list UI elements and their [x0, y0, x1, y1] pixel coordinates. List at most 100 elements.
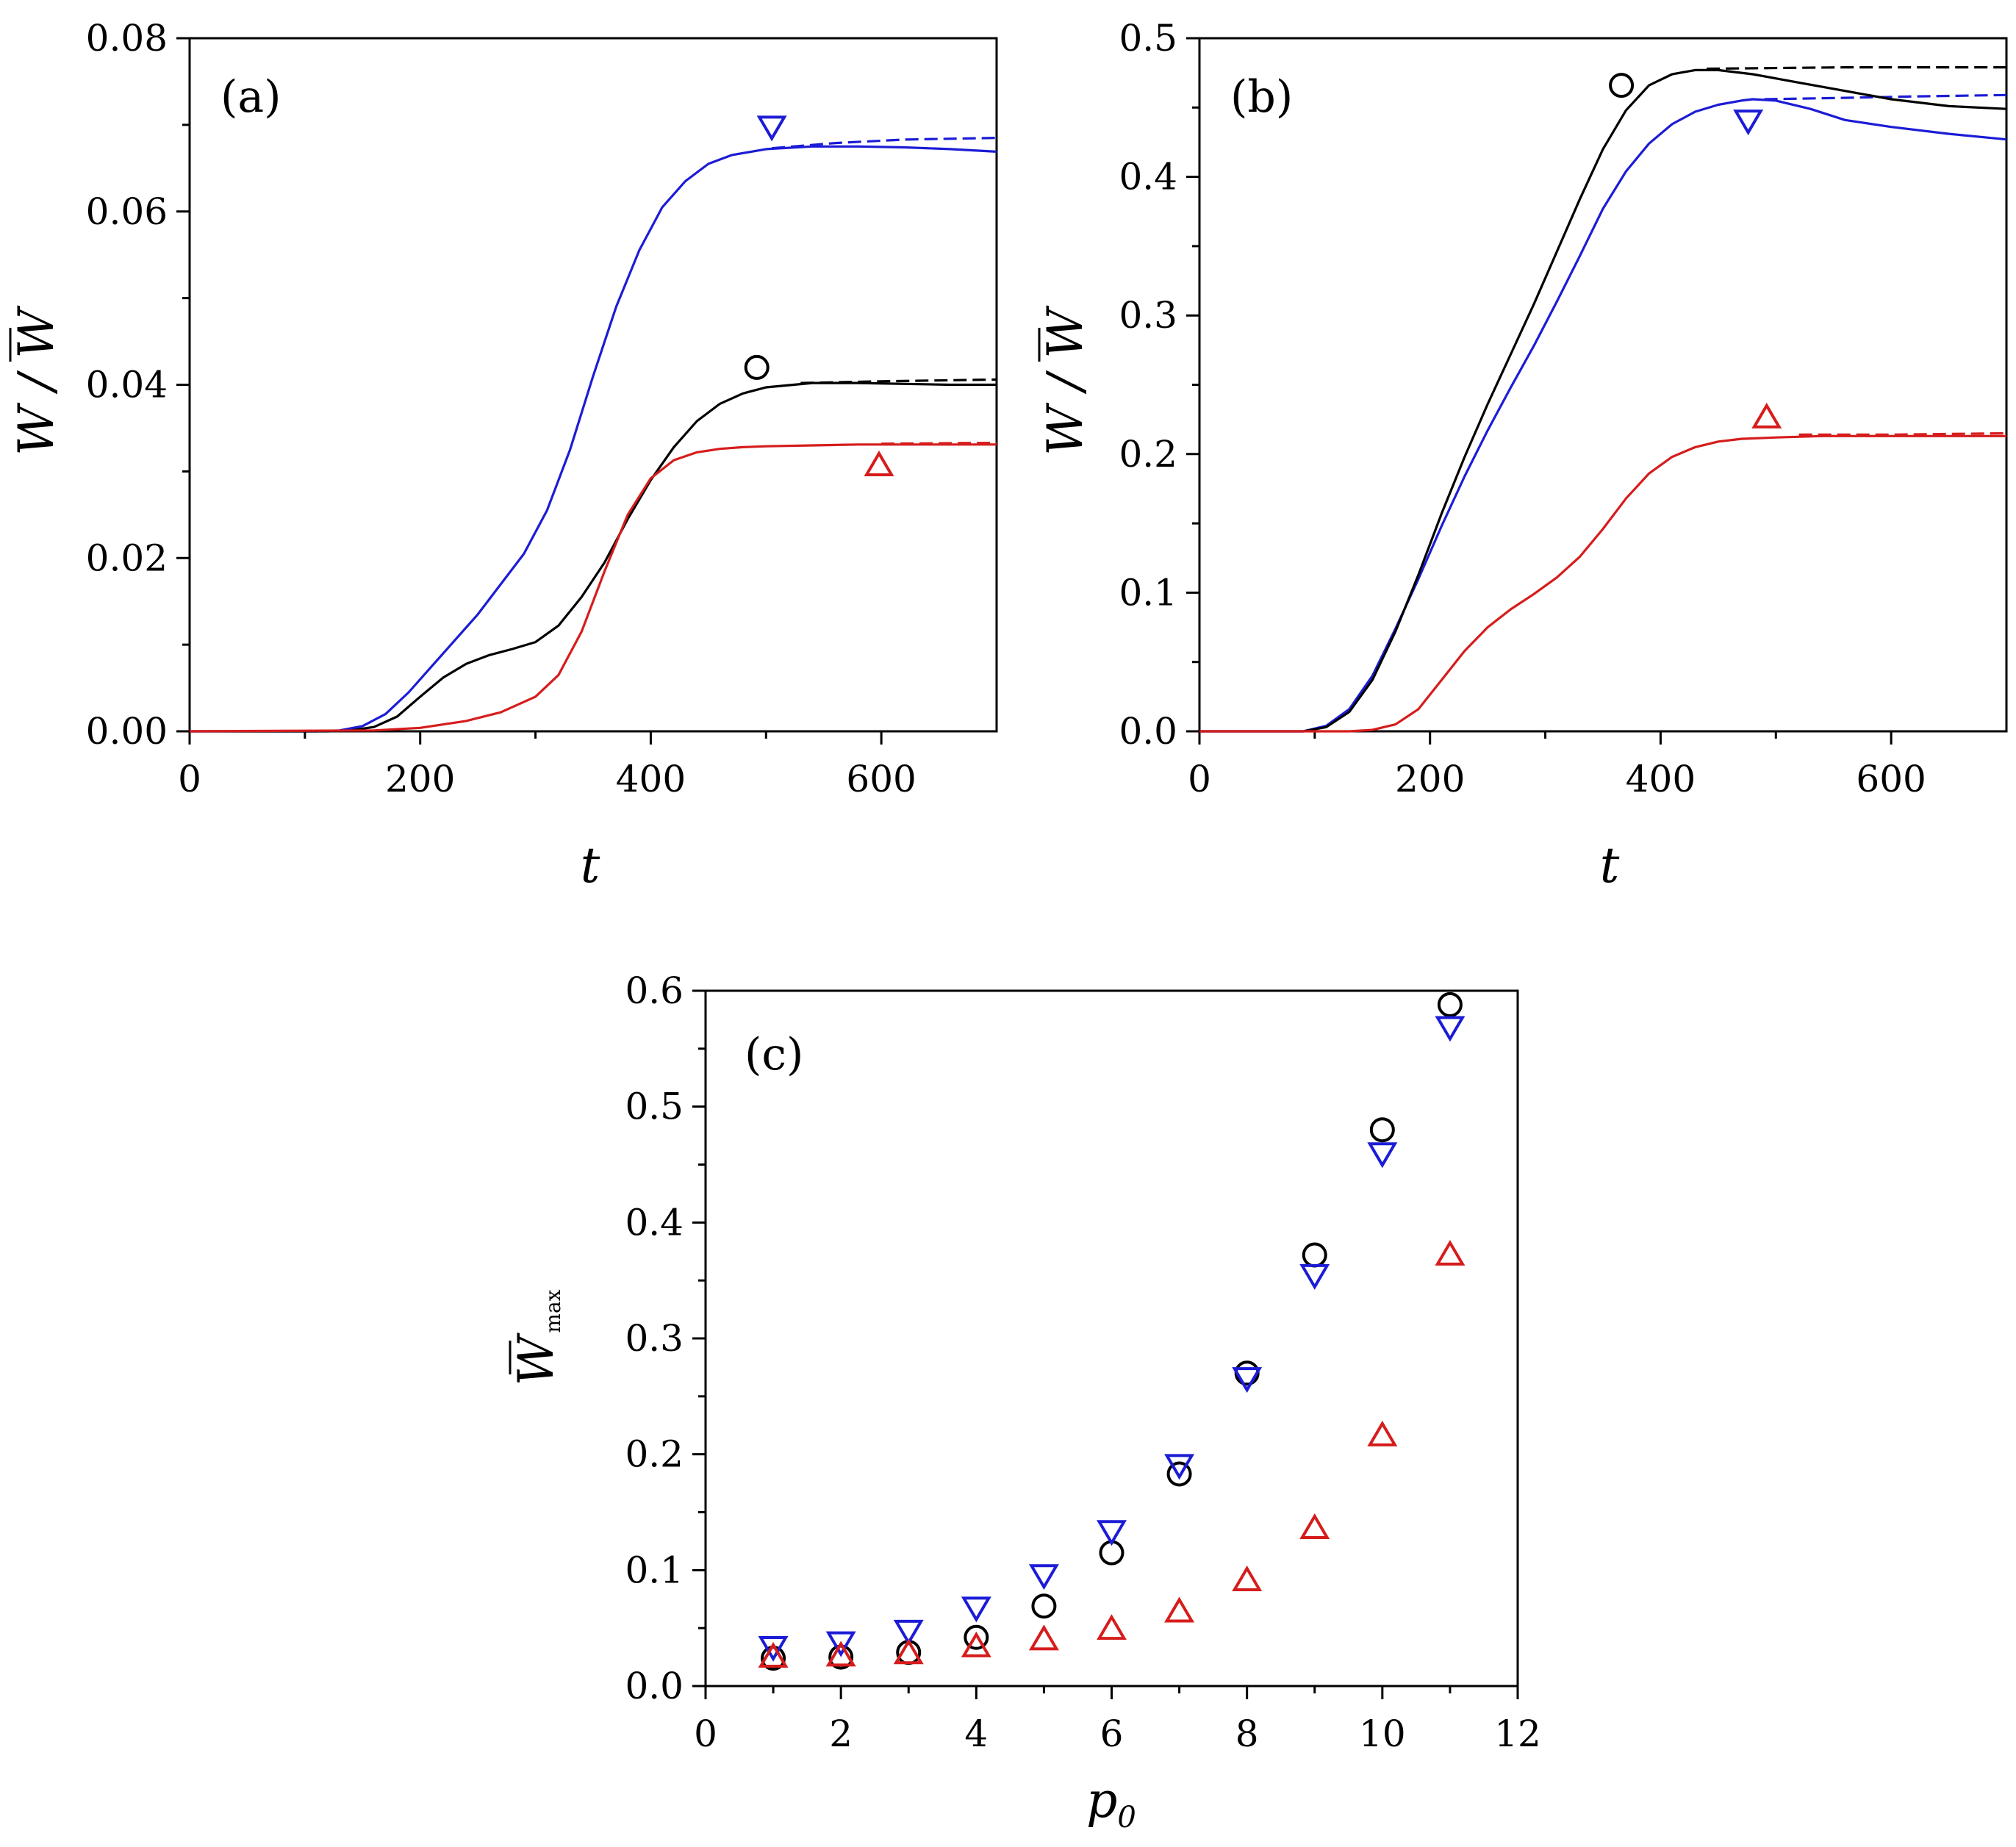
y-tick-label: 0.1	[1119, 571, 1177, 614]
panel-b-ylabel: W / W	[1037, 305, 1094, 456]
y-tick-label: 0.4	[625, 1201, 684, 1244]
point-triangle-down	[1097, 1520, 1127, 1546]
point-circle	[964, 1624, 989, 1650]
panel-a: 0 200 400 600 0.00 0.02 0.04 0.06 0.08 (a) t W /…	[8, 17, 998, 894]
point-triangle-down	[1164, 1454, 1195, 1480]
series-black	[1199, 68, 2007, 733]
series-black-dashed	[800, 378, 997, 384]
y-tick-label: 0.04	[86, 364, 168, 406]
point-triangle-up	[893, 1638, 924, 1665]
panel-a-ylabel-main: W /	[8, 359, 65, 456]
panel-b-ylabel-main: W /	[1037, 359, 1094, 456]
panel-b-label: (b)	[1230, 71, 1293, 123]
panel-c-ylabel-sub: max	[541, 1289, 565, 1333]
marker-triangle-down	[1733, 110, 1764, 136]
point-triangle-down	[1367, 1142, 1398, 1169]
panel-c-frame	[704, 989, 1519, 1688]
panel-c-label: (c)	[745, 1029, 803, 1080]
svg-text:Wmax: Wmax	[508, 1289, 565, 1385]
series-black-dashed	[1707, 65, 2006, 71]
series-red-dashed	[1798, 431, 2007, 437]
point-triangle-up	[1367, 1420, 1398, 1446]
point-circle	[1031, 1593, 1057, 1619]
y-tick-label: 0.06	[86, 190, 168, 233]
marker-triangle-down	[756, 115, 787, 142]
y-tick-label: 0.4	[1119, 156, 1177, 198]
point-triangle-up	[1299, 1513, 1330, 1539]
panel-c-xlabel-sub: 0	[1117, 1801, 1136, 1835]
svg-text:W / W: W / W	[8, 305, 65, 456]
y-tick-label: 0.08	[86, 17, 168, 60]
point-circle	[1166, 1461, 1192, 1487]
point-triangle-up	[1232, 1565, 1263, 1591]
series-red	[1199, 434, 2006, 733]
x-tick-label: 10	[1359, 1712, 1406, 1755]
x-tick-label: 600	[846, 758, 916, 800]
point-triangle-down	[1299, 1263, 1330, 1290]
point-triangle-down	[893, 1619, 924, 1646]
x-tick-label: 8	[1235, 1712, 1259, 1755]
series-blue	[190, 145, 997, 733]
panel-a-ylabel: W / W	[8, 305, 65, 456]
x-tick-label: 6	[1100, 1712, 1124, 1755]
y-tick-label: 0.0	[1119, 710, 1177, 753]
panel-c-xlabel: p0	[1086, 1772, 1136, 1835]
x-tick-label: 4	[964, 1712, 988, 1755]
y-tick-label: 0.5	[1119, 17, 1177, 60]
x-tick-label: 400	[1626, 758, 1696, 800]
panel-a-label: (a)	[220, 71, 281, 123]
series-black	[190, 381, 997, 733]
point-circle	[1369, 1117, 1395, 1143]
point-circle	[1437, 991, 1463, 1017]
x-tick-label: 0	[694, 1712, 717, 1755]
panel-b-frame	[1198, 37, 2008, 733]
point-triangle-up	[1164, 1596, 1195, 1623]
point-triangle-up	[1097, 1614, 1127, 1640]
y-tick-label: 0.02	[86, 537, 168, 579]
point-triangle-down	[825, 1631, 856, 1657]
series-red-dashed	[881, 441, 997, 445]
y-tick-label: 0.00	[86, 710, 168, 753]
point-triangle-up	[758, 1642, 789, 1668]
panel-c-ylabel: Wmax	[508, 1289, 565, 1385]
x-tick-label: 12	[1494, 1712, 1541, 1755]
x-tick-label: 2	[829, 1712, 853, 1755]
series-blue-dashed	[771, 137, 997, 150]
panel-a-ylabel-bar: W	[8, 305, 65, 359]
svg-text:W / W: W / W	[1037, 305, 1094, 456]
point-triangle-down	[1435, 1016, 1466, 1042]
y-tick-label: 0.0	[625, 1665, 684, 1707]
y-tick-label: 0.6	[625, 969, 684, 1012]
y-tick-label: 0.5	[625, 1086, 684, 1128]
series-red	[189, 443, 997, 733]
panel-b-ylabel-bar: W	[1037, 305, 1094, 359]
point-triangle-up	[1028, 1624, 1059, 1651]
point-triangle-up	[961, 1631, 991, 1657]
point-triangle-up	[1435, 1239, 1466, 1266]
panel-c-ylabel-main: W	[508, 1332, 564, 1385]
panel-a-xlabel: t	[581, 837, 600, 894]
point-circle	[1234, 1360, 1260, 1386]
x-tick-label: 200	[385, 758, 455, 800]
point-triangle-down	[1232, 1367, 1263, 1394]
marker-triangle-up	[1751, 402, 1782, 428]
marker-circle	[744, 354, 770, 380]
y-tick-label: 0.1	[625, 1549, 684, 1591]
panel-c: 0 2 4 6 8 10 120.00.10.20.30.40.50.6 (c) p0 Wm…	[508, 969, 1541, 1835]
y-tick-label: 0.3	[625, 1317, 684, 1360]
panel-b-xlabel: t	[1600, 837, 1620, 894]
x-tick-label: 600	[1856, 758, 1926, 800]
y-tick-label: 0.3	[1119, 294, 1177, 337]
panel-c-xlabel-main: p	[1086, 1772, 1117, 1829]
marker-triangle-up	[864, 450, 894, 476]
point-triangle-down	[961, 1596, 991, 1623]
y-tick-label: 0.2	[625, 1433, 684, 1476]
x-tick-label: 200	[1395, 758, 1465, 800]
point-triangle-down	[1028, 1564, 1059, 1590]
point-triangle-down	[758, 1635, 789, 1662]
y-tick-label: 0.2	[1119, 433, 1177, 476]
series-blue	[1199, 98, 2007, 733]
point-triangle-up	[825, 1640, 856, 1667]
x-tick-label: 400	[616, 758, 686, 800]
